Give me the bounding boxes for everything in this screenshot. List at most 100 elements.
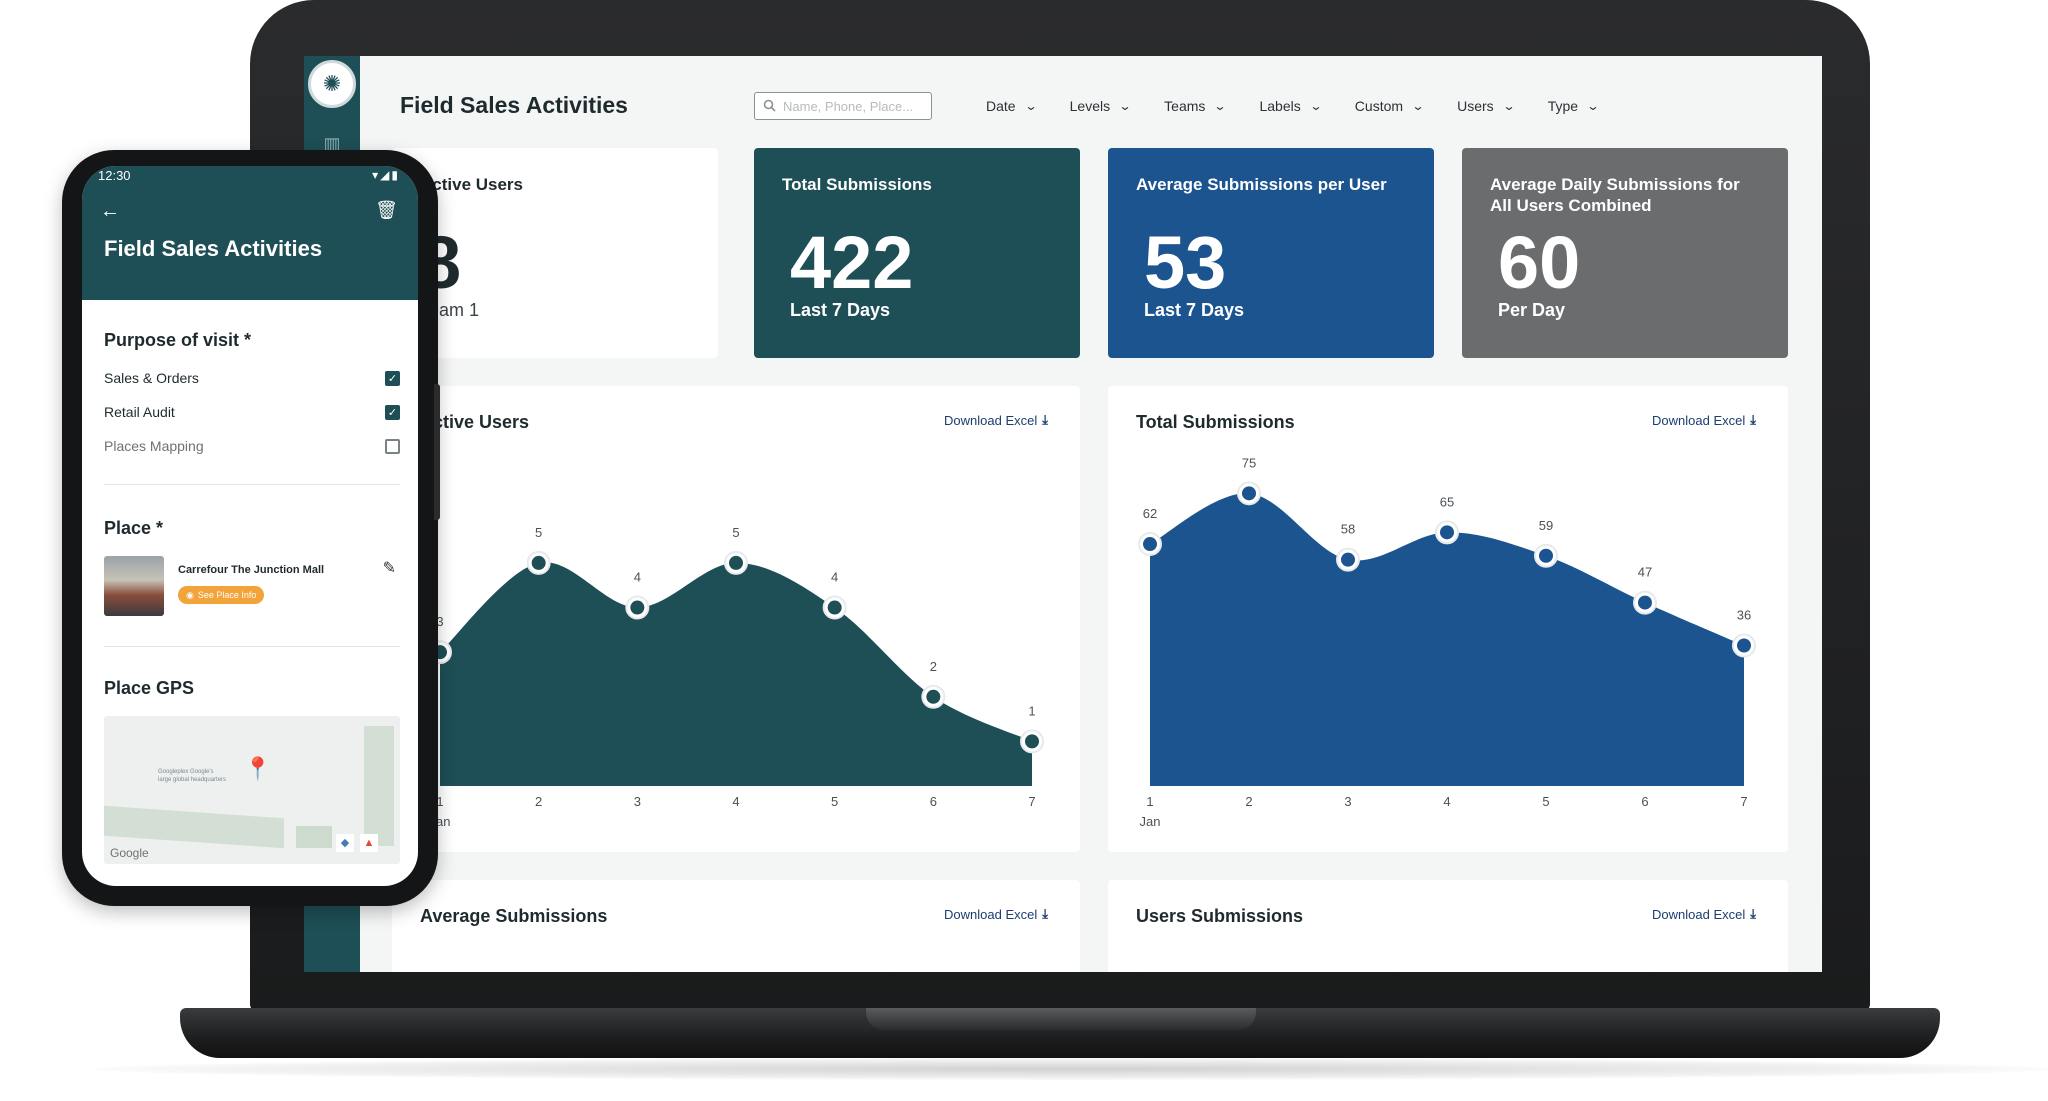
divider — [104, 646, 400, 647]
option-retail-audit[interactable]: Retail Audit ✓ — [104, 404, 400, 420]
x-tick-label: 4 — [1443, 794, 1450, 809]
x-tick-label: 2 — [1245, 794, 1252, 809]
data-label: 3 — [436, 614, 443, 629]
divider — [104, 484, 400, 485]
data-label: 59 — [1539, 518, 1553, 533]
search-box[interactable] — [754, 92, 932, 120]
download-excel-link[interactable]: Download Excel ⤓ — [944, 412, 1048, 428]
gps-heading: Place GPS — [104, 678, 195, 698]
checkbox-checked-icon[interactable]: ✓ — [385, 370, 400, 386]
x-tick-label: 6 — [930, 794, 937, 809]
chevron-down-icon: ⌄ — [1118, 99, 1132, 113]
x-month-label: Jan — [1140, 814, 1161, 829]
x-tick-label: 1 — [436, 794, 443, 809]
data-label: 47 — [1638, 565, 1652, 580]
data-point — [1539, 548, 1553, 563]
kpi-title: Average Daily Submissions for All Users … — [1490, 175, 1740, 215]
chevron-down-icon: ⌄ — [1213, 99, 1227, 113]
data-label: 36 — [1737, 608, 1751, 623]
maps-app-icon[interactable]: ▲ — [360, 834, 378, 852]
download-icon: ⤓ — [1042, 906, 1048, 921]
edit-pencil-icon[interactable]: ✎ — [382, 560, 396, 577]
option-sales-orders[interactable]: Sales & Orders ✓ — [104, 370, 400, 386]
kpi-active-users: Active Users 8 Team 1 — [392, 148, 718, 358]
checkbox-checked-icon[interactable]: ✓ — [385, 404, 400, 420]
phone-screen: 12:30 ▾◢▮ ← 🗑 Field Sales Activities Pur… — [82, 166, 418, 886]
phone-side-button — [434, 384, 440, 520]
x-tick-label: 4 — [732, 794, 739, 809]
back-arrow-icon[interactable]: ← — [100, 200, 120, 222]
filter-teams[interactable]: Teams ⌄ — [1164, 98, 1227, 114]
kpi-sub: Last 7 Days — [790, 300, 891, 320]
data-point — [1440, 525, 1454, 540]
filter-custom[interactable]: Custom ⌄ — [1354, 98, 1425, 114]
data-label: 1 — [1028, 703, 1035, 718]
place-heading: Place * — [104, 518, 164, 538]
x-tick-label: 5 — [1542, 794, 1549, 809]
phone-title: Field Sales Activities — [104, 236, 323, 261]
map-poi-label: Googleplex Google's large global headqua… — [158, 769, 227, 783]
chart-card-active-users: Active Users Download Excel ⤓ 3 1 5 2 4 3 5 4 4 5 2… — [392, 386, 1080, 852]
chevron-down-icon: ⌄ — [1411, 99, 1425, 113]
chart-title: Active Users — [420, 412, 530, 432]
data-label: 62 — [1143, 506, 1157, 521]
gps-map[interactable]: Googleplex Google's large global headqua… — [104, 716, 400, 864]
filter-type[interactable]: Type ⌄ — [1547, 98, 1600, 114]
kpi-title: Average Submissions per User — [1136, 175, 1387, 194]
data-point — [1638, 595, 1652, 610]
data-point — [1143, 537, 1157, 552]
x-tick-label: 6 — [1641, 794, 1648, 809]
purpose-heading: Purpose of visit * — [104, 330, 252, 350]
chart-title: Total Submissions — [1136, 412, 1295, 432]
chevron-down-icon: ⌄ — [1309, 99, 1323, 113]
data-point — [729, 555, 743, 570]
area-fill — [440, 562, 1032, 786]
directions-icon[interactable]: ◆ — [336, 834, 354, 852]
area-fill — [1150, 493, 1744, 786]
download-icon: ⤓ — [1750, 906, 1756, 921]
kpi-value: 60 — [1498, 221, 1581, 304]
filter-users[interactable]: Users ⌄ — [1457, 98, 1516, 114]
data-label: 5 — [535, 525, 542, 540]
data-label: 4 — [831, 570, 838, 585]
option-places-mapping[interactable]: Places Mapping — [104, 438, 400, 454]
trash-icon[interactable]: 🗑 — [375, 200, 398, 220]
download-icon: ⤓ — [1042, 412, 1048, 427]
place-photo — [104, 556, 164, 616]
bar-chart-icon[interactable]: ▥ — [323, 134, 341, 154]
data-label: 75 — [1242, 455, 1256, 470]
kpi-sub: Per Day — [1498, 300, 1566, 320]
logo-icon[interactable]: ✺ — [308, 60, 356, 108]
filter-levels[interactable]: Levels ⌄ — [1069, 98, 1132, 114]
status-time: 12:30 — [98, 168, 131, 183]
x-tick-label: 3 — [1344, 794, 1351, 809]
see-place-info-button[interactable]: ◉ See Place Info — [178, 586, 265, 604]
search-icon — [763, 99, 777, 113]
data-label: 2 — [930, 659, 937, 674]
download-excel-link[interactable]: Download Excel ⤓ — [944, 906, 1048, 922]
checkbox-unchecked-icon[interactable] — [385, 438, 400, 454]
x-tick-label: 2 — [535, 794, 542, 809]
data-point — [1025, 734, 1039, 749]
map-brand: Google — [110, 846, 149, 860]
data-point — [531, 555, 546, 570]
data-point — [926, 689, 941, 704]
filter-date[interactable]: Date ⌄ — [986, 98, 1038, 114]
search-input[interactable] — [783, 98, 923, 114]
kpi-title: Total Submissions — [782, 175, 932, 194]
laptop-screen: ✺ ▥ Field Sales Activities Date⌄ Levels⌄… — [304, 56, 1822, 972]
data-point — [1242, 486, 1256, 501]
chevron-down-icon: ⌄ — [1586, 99, 1600, 113]
x-tick-label: 7 — [1740, 794, 1747, 809]
kpi-value: 53 — [1144, 221, 1227, 304]
chart-card-total-submissions: Total Submissions Download Excel ⤓ 62 1 75 2… — [1108, 386, 1788, 852]
download-excel-link[interactable]: Download Excel ⤓ — [1652, 906, 1756, 922]
data-point — [630, 600, 645, 615]
chart-card-average-submissions: Average Submissions Download Excel ⤓ — [392, 880, 1080, 972]
x-tick-label: 5 — [831, 794, 838, 809]
kpi-sub: Last 7 Days — [1144, 300, 1245, 320]
filter-labels[interactable]: Labels ⌄ — [1259, 98, 1323, 114]
place-name: Carrefour The Junction Mall — [178, 564, 325, 576]
download-excel-link[interactable]: Download Excel ⤓ — [1652, 412, 1756, 428]
